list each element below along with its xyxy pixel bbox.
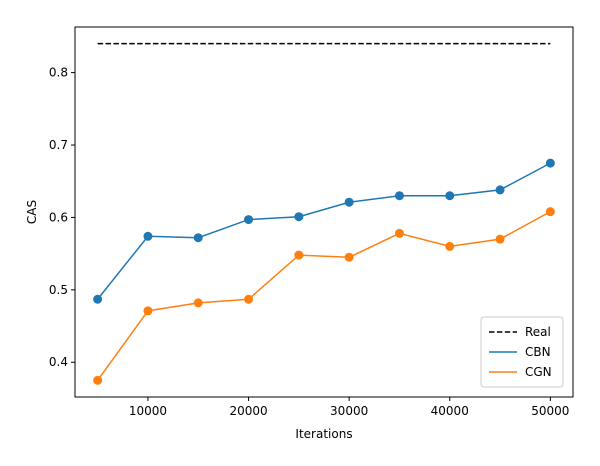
y-tick-label: 0.6 [49,210,68,224]
data-point-cbn [93,294,103,304]
y-tick-label: 0.5 [49,283,68,297]
legend-box [480,316,564,388]
y-axis: 0.4 0.5 0.6 0.7 0.8 [49,66,75,369]
data-point-cbn [495,185,505,195]
series-line-cgn [97,210,551,381]
series-layer [93,42,555,385]
x-tick-label: 10000 [129,404,167,418]
legend: Real CBN CGN [480,316,564,388]
y-tick-label: 0.7 [49,138,68,152]
legend-label-cbn: CBN [525,345,551,359]
data-point-cgn [93,375,103,385]
data-point-cbn [445,191,455,201]
x-axis-label: Iterations [295,427,352,441]
data-point-cgn [244,294,254,304]
data-point-cgn [394,228,404,238]
x-tick-label: 30000 [330,404,368,418]
data-point-cbn [244,215,254,225]
data-point-cbn [545,158,555,168]
y-tick-label: 0.4 [49,355,68,369]
y-axis-label: CAS [25,200,39,224]
x-tick-label: 50000 [531,404,569,418]
x-tick-label: 40000 [431,404,469,418]
data-point-cbn [143,231,153,241]
legend-label-real: Real [525,325,551,339]
series-line-cbn [97,162,551,300]
data-point-cgn [193,298,203,308]
data-point-cgn [495,234,505,244]
data-point-cbn [294,212,304,222]
data-point-cbn [394,191,404,201]
data-point-cgn [294,250,304,260]
data-point-cbn [193,233,203,243]
plot-frame [74,26,574,398]
data-point-cgn [445,241,455,251]
x-tick-label: 20000 [229,404,267,418]
legend-label-cgn: CGN [525,365,552,379]
y-tick-label: 0.8 [49,66,68,80]
x-axis: 10000 20000 30000 40000 50000 [129,397,569,418]
data-point-cbn [344,197,354,207]
data-point-cgn [545,207,555,217]
data-point-cgn [344,252,354,262]
data-point-cgn [143,306,153,316]
